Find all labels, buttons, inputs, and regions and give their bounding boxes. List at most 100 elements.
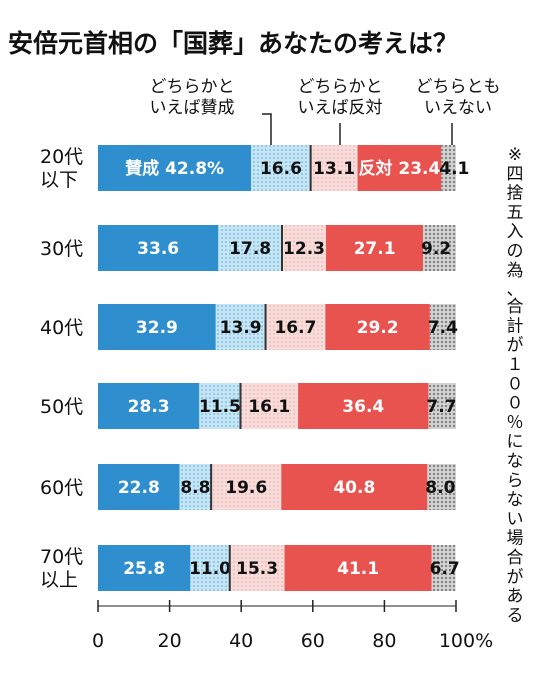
bar-value-label: 反対 23.4 (358, 158, 440, 179)
footnote-char: が (507, 336, 524, 356)
x-tick-label: 60 (301, 630, 325, 652)
footnote-char: 合 (507, 548, 524, 568)
category-label: 30代 (40, 238, 83, 260)
bar-value-label: 16.6 (260, 159, 302, 179)
bar-segment (98, 464, 180, 510)
category-label-line: 70代 (40, 546, 83, 568)
bar-segment (240, 383, 299, 429)
footnote-char: 五 (507, 203, 524, 223)
footnote-char: ０ (507, 374, 524, 394)
bar-segment (281, 464, 428, 510)
bar-segment (98, 545, 191, 591)
footnote-char: 為 (507, 261, 524, 281)
footnote-char: い (507, 509, 524, 529)
bar-segment (429, 304, 456, 350)
footnote-char: 捨 (507, 184, 524, 204)
footnote-char: あ (507, 587, 524, 607)
bar-segment (98, 145, 252, 191)
bar-value-label: 11.5 (199, 397, 241, 417)
legend-label-line: いえば賛成 (150, 98, 235, 118)
category-label: 60代 (40, 477, 83, 499)
bar-segment (251, 145, 311, 191)
bar-segment (284, 545, 432, 591)
legend-label-line: どちらかと (298, 77, 383, 97)
bar-value-label: 25.8 (123, 559, 165, 579)
x-tick-label: 80 (372, 630, 396, 652)
bar-segment (229, 545, 285, 591)
footnote-char: 計 (507, 316, 524, 336)
footnote-char: ０ (507, 394, 524, 414)
bar-value-label: 40.8 (333, 478, 375, 498)
x-tick-label: 20 (158, 630, 182, 652)
footnote-char: 四 (507, 164, 524, 184)
chart-title: 安倍元首相の「国葬」あなたの考えは？ (8, 29, 458, 58)
bar-value-label: 33.6 (137, 239, 179, 259)
legend-label: どちらともいえない (416, 77, 501, 118)
bar-value-label: 8.0 (425, 478, 455, 498)
category-label-line: 50代 (40, 396, 83, 418)
bar-segment (357, 145, 442, 191)
bar-segment (298, 383, 429, 429)
bar-value-label: 8.8 (180, 478, 210, 498)
footnote-char: ら (507, 471, 524, 491)
footnote-char: が (507, 567, 524, 587)
footnote-char: ※ (508, 145, 522, 165)
bar-segment (326, 225, 424, 271)
bar-value-label: 16.7 (274, 318, 316, 338)
bar-value-label: 19.6 (225, 478, 267, 498)
bar-value-label: 17.8 (229, 239, 271, 259)
bar-value-label: 16.1 (248, 397, 290, 417)
bar-value-label: 32.9 (136, 318, 178, 338)
bar-value-label: 28.3 (128, 397, 170, 417)
category-label-line: 以下 (40, 169, 78, 191)
bar-segment (282, 225, 327, 271)
bar-value-label: 12.3 (283, 239, 325, 259)
legend-leader-line (262, 113, 272, 145)
footnote-char: る (507, 606, 524, 626)
footnote-char: 入 (507, 222, 524, 242)
bar-value-label: 4.1 (439, 159, 469, 179)
category-label: 50代 (40, 396, 83, 418)
bar-segment (179, 464, 212, 510)
bar-segment (428, 383, 456, 429)
x-tick-label: 40 (229, 630, 253, 652)
bar-segment (423, 225, 456, 271)
x-tick-label: 0 (92, 630, 104, 652)
bar-value-label: 27.1 (354, 239, 396, 259)
bar-value-label: 36.4 (342, 397, 384, 417)
footnote-char: の (507, 242, 524, 262)
footnote-char: 場 (507, 529, 524, 549)
legend-label: どちらかといえば反対 (298, 77, 383, 118)
bar-value-label: 9.2 (421, 239, 451, 259)
bar-segment (98, 304, 216, 350)
footnote-char: な (507, 490, 524, 510)
bar-value-label: 13.9 (220, 318, 262, 338)
bar-segment (211, 464, 282, 510)
bar-value-label: 29.2 (357, 318, 399, 338)
bar-value-label: 15.3 (236, 559, 278, 579)
legend-label-line: いえない (424, 98, 492, 118)
bar-value-label: 11.0 (189, 559, 231, 579)
bar-value-label: 6.7 (430, 559, 460, 579)
bar-segment (431, 545, 456, 591)
category-label: 70代以上 (40, 546, 83, 591)
bar-value-label: 7.4 (428, 318, 458, 338)
footnote: ※四捨五入の為、合計が１００％にならない場合がある (507, 145, 524, 626)
category-label-line: 60代 (40, 477, 83, 499)
footnote-text: ※四捨五入の為、合計が１００％にならない場合がある (507, 145, 524, 626)
bar-value-label: 7.7 (426, 397, 456, 417)
footnote-char: 合 (507, 297, 524, 317)
bar-segment (218, 225, 283, 271)
category-label: 40代 (40, 317, 83, 339)
footnote-char: 、 (507, 280, 524, 300)
category-label-line: 40代 (40, 317, 83, 339)
legend-label-line: どちらかと (150, 77, 235, 97)
bar-value-label: 賛成 42.8% (125, 158, 224, 179)
bar-segment (265, 304, 326, 350)
bar-value-label: 41.1 (337, 559, 379, 579)
category-label-line: 以上 (40, 569, 78, 591)
bar-value-label: 22.8 (118, 478, 160, 498)
bar-segment (190, 545, 230, 591)
